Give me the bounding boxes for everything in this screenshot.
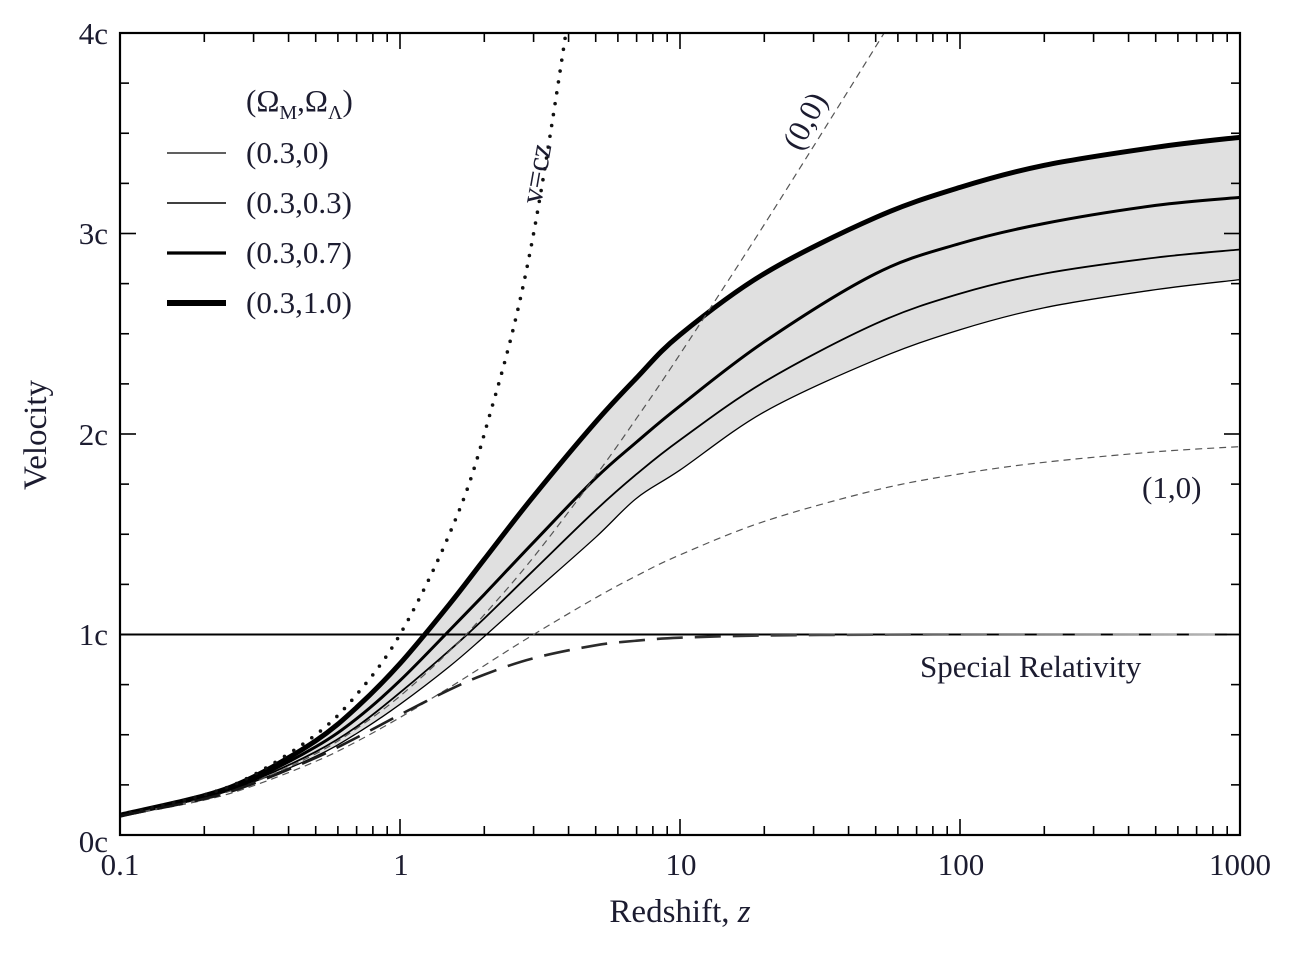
x-tick-label: 1 xyxy=(393,847,409,882)
annotation-v-cz: v=cz xyxy=(513,141,558,207)
series-line-0-3-0-7 xyxy=(120,195,1240,817)
series-line-1-0 xyxy=(120,446,1240,817)
shaded-band xyxy=(120,137,1240,816)
y-tick-labels: 0c 1c 2c 3c 4c xyxy=(79,16,108,859)
series-line-0-3-1-0 xyxy=(120,134,1240,818)
y-tick-label: 2c xyxy=(79,417,108,452)
y-tick-label: 3c xyxy=(79,216,108,251)
x-tick-label: 1000 xyxy=(1209,847,1271,882)
x-tick-label: 100 xyxy=(938,847,985,882)
y-tick-label: 0c xyxy=(79,824,108,859)
legend-title: (ΩM,ΩΛ) xyxy=(246,83,353,124)
legend: (ΩM,ΩΛ) (0.3,0) (0.3,0.3) (0.3,0.7) (0.3… xyxy=(167,83,353,320)
y-tick-label: 4c xyxy=(79,16,108,51)
y-axis-label: Velocity xyxy=(18,380,54,490)
series-line-0-0 xyxy=(120,33,885,817)
legend-label: (0.3,0.3) xyxy=(246,185,352,220)
y-tick-label: 1c xyxy=(79,617,108,652)
legend-label: (0.3,0) xyxy=(246,135,329,170)
x-axis-label: Redshift, z xyxy=(609,894,750,930)
annotation-1-0: (1,0) xyxy=(1142,470,1201,505)
ticks xyxy=(119,32,1240,836)
legend-label: (0.3,0.7) xyxy=(246,235,352,270)
annotation-special-relativity: Special Relativity xyxy=(920,649,1142,684)
x-tick-label: 10 xyxy=(666,847,697,882)
x-tick-labels: 0.1 1 10 100 1000 xyxy=(101,847,1271,882)
x-tick-label: 0.1 xyxy=(101,847,140,882)
series-line-0-3-0-3 xyxy=(120,248,1240,817)
shaded-band-layer xyxy=(120,137,1240,816)
series-line-v-cz xyxy=(120,33,568,817)
series-line-Special-Relativity xyxy=(120,633,1240,818)
annotation-0-0: (0,0) xyxy=(775,86,834,155)
series-layer xyxy=(120,33,1240,818)
legend-label: (0.3,1.0) xyxy=(246,285,352,320)
